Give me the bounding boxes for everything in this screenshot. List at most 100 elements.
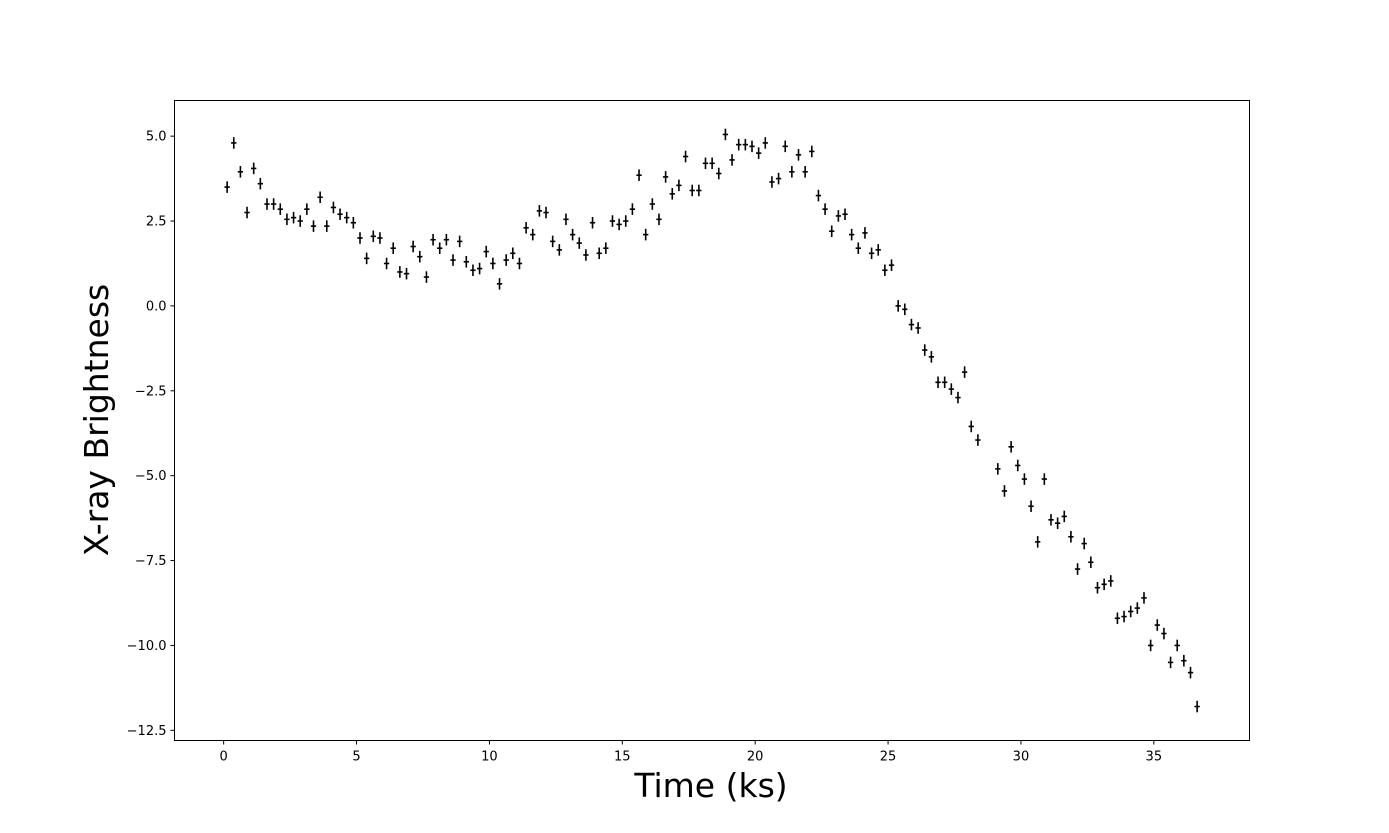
data-point: [383, 257, 390, 270]
data-point: [457, 235, 463, 248]
data-point: [1068, 531, 1074, 543]
data-point: [1134, 602, 1141, 614]
data-point: [284, 213, 290, 226]
data-point: [589, 216, 596, 229]
y-tick-label: 5.0: [146, 130, 167, 145]
data-point: [942, 376, 948, 389]
data-point: [1081, 537, 1087, 550]
data-point: [490, 257, 496, 270]
data-point: [264, 198, 270, 210]
data-point: [251, 162, 257, 175]
data-point: [397, 266, 403, 278]
data-point: [290, 211, 297, 224]
data-point: [410, 240, 416, 253]
data-point: [609, 215, 616, 227]
data-point: [1008, 441, 1014, 453]
x-tick-label: 35: [1146, 750, 1163, 765]
data-point: [662, 171, 669, 183]
data-point: [649, 198, 655, 210]
data-point: [682, 150, 689, 163]
data-point: [955, 391, 961, 404]
data-point: [915, 322, 921, 334]
data-point: [935, 376, 941, 389]
data-point: [968, 420, 974, 433]
data-point: [510, 247, 516, 260]
x-tick-label: 10: [481, 750, 498, 765]
data-point: [390, 242, 396, 254]
data-point: [802, 166, 808, 178]
data-point: [536, 205, 543, 217]
data-point: [463, 256, 469, 268]
data-point: [636, 169, 642, 181]
data-point: [822, 203, 828, 215]
data-point: [317, 191, 323, 204]
data-point: [842, 208, 848, 221]
data-point: [350, 216, 357, 229]
data-point: [450, 254, 456, 266]
data-point: [443, 233, 450, 246]
data-point: [330, 201, 337, 214]
data-point: [702, 157, 709, 170]
data-point: [1001, 485, 1008, 497]
data-point: [363, 252, 370, 265]
data-point: [1054, 517, 1061, 529]
data-point: [337, 208, 343, 221]
data-point: [1015, 459, 1021, 472]
data-point: [961, 366, 968, 378]
data-point: [1021, 473, 1028, 485]
data-point: [1147, 639, 1154, 652]
data-point: [722, 128, 729, 141]
data-point: [895, 300, 901, 312]
data-point: [809, 145, 815, 158]
data-point: [1061, 510, 1067, 523]
y-tick-label: 2.5: [146, 215, 167, 230]
data-point: [629, 203, 636, 215]
data-point: [795, 149, 802, 161]
y-tick-label: −2.5: [135, 384, 167, 399]
data-point: [370, 230, 376, 243]
data-point: [1121, 610, 1127, 623]
data-point: [231, 137, 237, 149]
y-tick-label: −12.5: [127, 724, 167, 739]
data-point: [277, 203, 283, 215]
data-point: [310, 220, 317, 232]
data-point: [862, 227, 868, 239]
data-point: [556, 244, 562, 256]
data-point: [530, 228, 536, 241]
data-point: [882, 264, 888, 277]
data-point: [563, 213, 569, 226]
data-point: [742, 138, 749, 151]
data-point: [324, 220, 330, 232]
data-point: [995, 463, 1001, 475]
data-point: [344, 211, 350, 224]
data-point: [736, 138, 742, 151]
data-point: [689, 184, 695, 197]
data-point: [1074, 563, 1081, 575]
data-point: [975, 434, 981, 446]
data-point: [928, 351, 935, 363]
data-point: [749, 140, 755, 153]
data-point: [503, 254, 509, 266]
data-point: [1154, 619, 1160, 631]
x-axis-ticks: 0 5 10 15 20 25 30 35: [220, 740, 1163, 765]
data-point: [423, 271, 430, 283]
data-point: [775, 172, 782, 185]
data-point: [782, 140, 788, 153]
data-point: [709, 157, 715, 170]
data-point: [716, 167, 722, 180]
x-tick-label: 25: [880, 750, 897, 765]
data-point: [357, 232, 363, 244]
data-point: [483, 245, 489, 258]
data-point: [583, 249, 589, 261]
data-point: [470, 264, 476, 277]
data-point: [875, 244, 881, 256]
x-tick-label: 15: [614, 750, 631, 765]
data-point: [476, 262, 483, 275]
data-point: [1101, 578, 1107, 591]
data-point: [516, 257, 523, 270]
data-point: [1048, 514, 1054, 526]
data-point: [576, 237, 582, 249]
data-point: [244, 206, 250, 219]
data-point: [888, 259, 895, 271]
